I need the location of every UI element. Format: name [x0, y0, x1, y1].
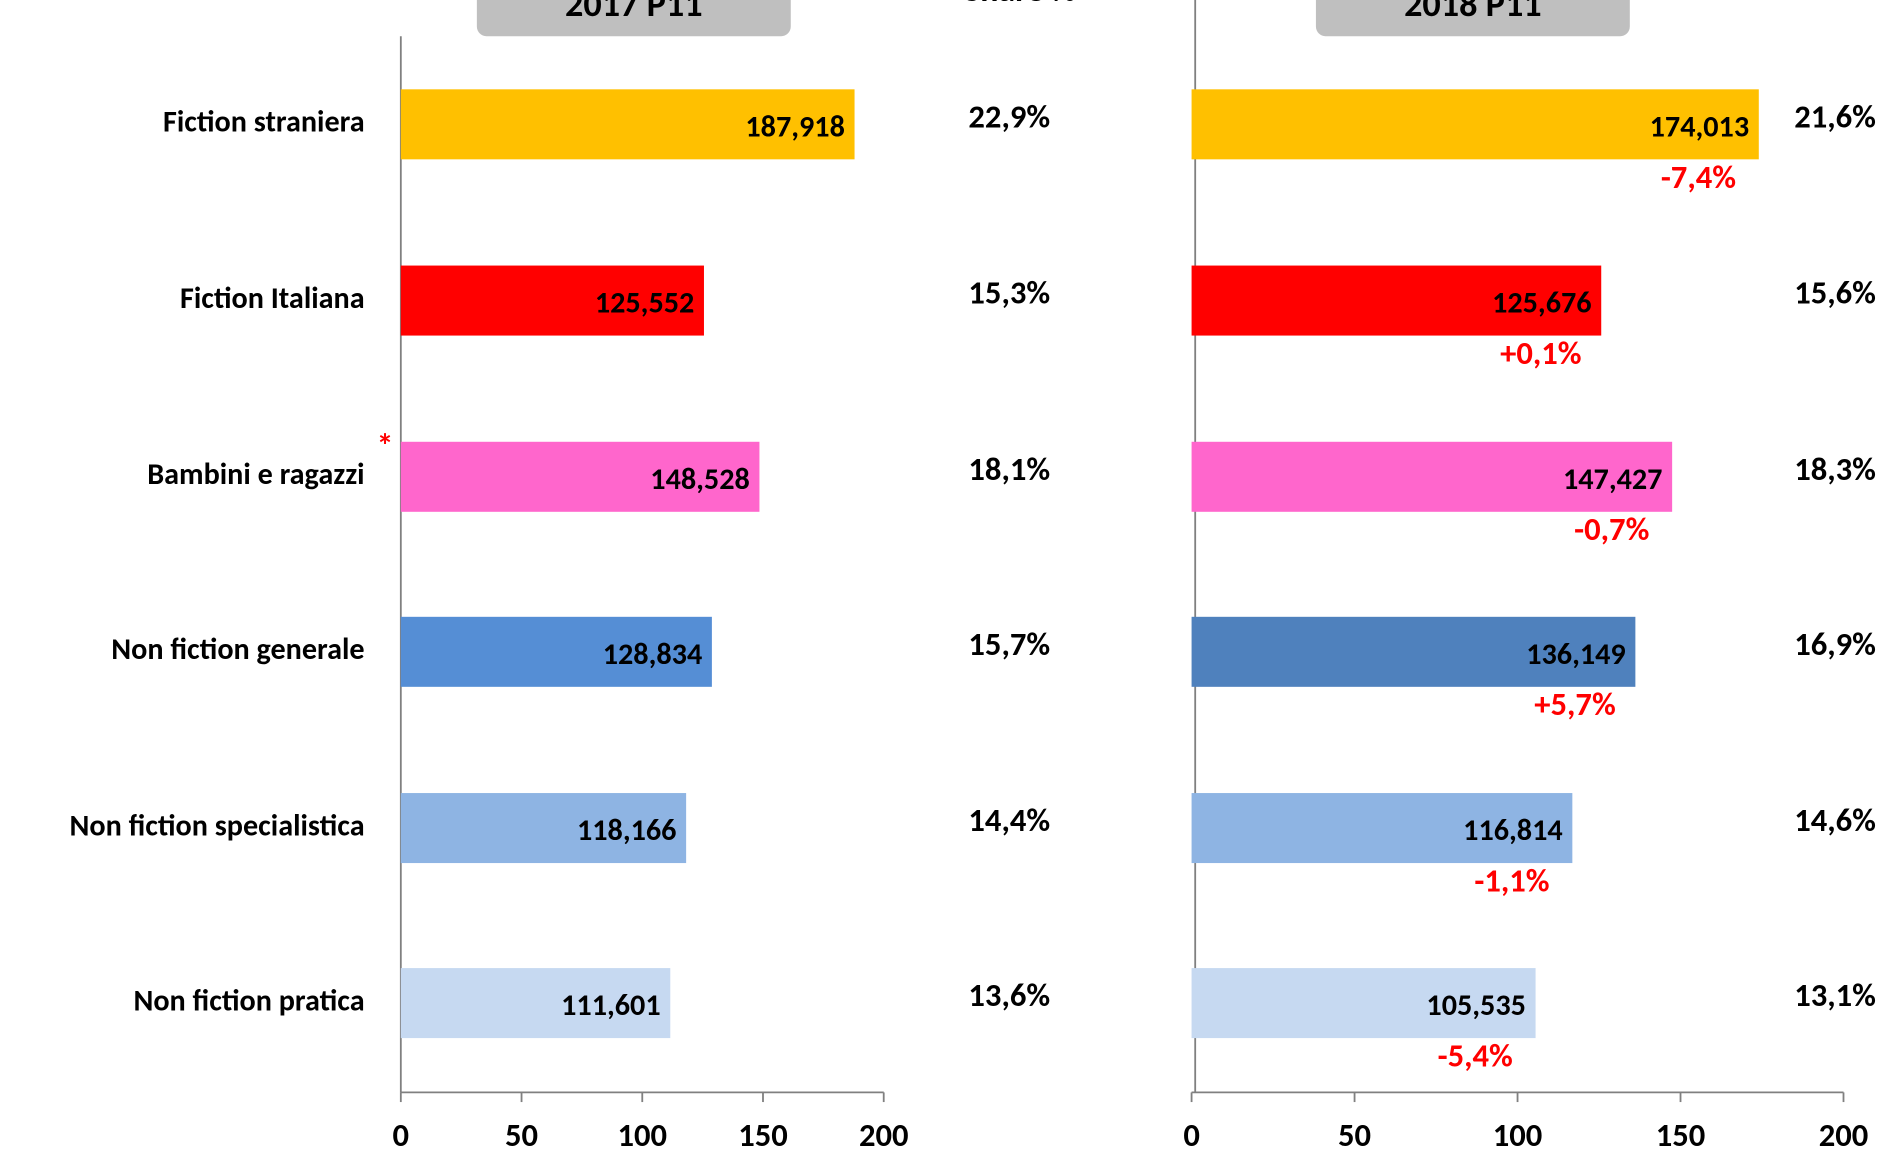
- change-label: -1,1%: [1474, 860, 1549, 900]
- category-label: Non fiction generale: [111, 631, 364, 668]
- x-tick-label: 0: [393, 1115, 410, 1155]
- share-label: 16,9%: [1794, 624, 1876, 664]
- x-tick-label: 200: [859, 1115, 909, 1155]
- bar: [1191, 793, 1573, 864]
- bar: [1191, 89, 1759, 160]
- category-label: Non fiction pratica: [133, 982, 364, 1019]
- change-label: +0,1%: [1500, 333, 1581, 373]
- share-header: Share %: [964, 0, 1076, 11]
- share-label: 13,1%: [1794, 975, 1876, 1015]
- share-label: 22,9%: [968, 96, 1050, 136]
- value-label: 116,814: [1463, 812, 1562, 849]
- header-box: [476, 0, 791, 37]
- x-tick-label: 0: [1183, 1115, 1200, 1155]
- annotation: *: [377, 426, 394, 467]
- share-label: 15,3%: [968, 273, 1050, 313]
- share-label: 15,7%: [968, 624, 1050, 664]
- x-tick-label: 200: [1819, 1115, 1869, 1155]
- share-label: 21,6%: [1794, 96, 1876, 136]
- bar: [1191, 441, 1673, 512]
- category-label: Fiction straniera: [163, 104, 365, 141]
- x-tick-label: 100: [1493, 1115, 1543, 1155]
- value-label: 125,676: [1492, 285, 1591, 322]
- bar: [400, 968, 671, 1039]
- bar: [400, 441, 760, 512]
- bar: [400, 265, 704, 336]
- category-label: Non fiction specialistica: [69, 807, 364, 844]
- category-label: Fiction Italiana: [180, 280, 365, 317]
- x-tick-label: 150: [738, 1115, 788, 1155]
- value-label: 187,918: [745, 108, 844, 145]
- x-tick-label: 50: [1338, 1115, 1371, 1155]
- share-label: 18,3%: [1794, 449, 1876, 489]
- share-label: 18,1%: [968, 449, 1050, 489]
- value-label: 118,166: [577, 812, 676, 849]
- category-label: Bambini e ragazzi: [147, 456, 364, 493]
- share-label: 14,4%: [968, 800, 1050, 840]
- value-label: 148,528: [650, 461, 749, 498]
- share-label: 13,6%: [968, 975, 1050, 1015]
- chart-title: 2018 P11: [1404, 0, 1542, 26]
- x-tick-label: 100: [617, 1115, 667, 1155]
- value-label: 174,013: [1650, 108, 1749, 145]
- bar: [400, 793, 687, 864]
- value-label: 128,834: [603, 636, 702, 673]
- share-label: 14,6%: [1794, 800, 1876, 840]
- bar: [400, 616, 712, 687]
- bar: [1191, 968, 1536, 1039]
- x-tick-label: 50: [505, 1115, 538, 1155]
- header-box: [1315, 0, 1630, 37]
- change-label: +5,7%: [1534, 684, 1615, 724]
- chart-title: 2017 P11: [565, 0, 703, 26]
- value-label: 125,552: [595, 285, 694, 322]
- bar: [1191, 265, 1602, 336]
- change-label: -7,4%: [1661, 157, 1736, 197]
- value-label: 136,149: [1526, 636, 1625, 673]
- change-label: -5,4%: [1438, 1036, 1513, 1076]
- change-label: -0,7%: [1574, 509, 1649, 549]
- x-tick-label: 150: [1656, 1115, 1706, 1155]
- bar: [400, 89, 855, 160]
- share-label: 15,6%: [1794, 273, 1876, 313]
- value-label: 111,601: [561, 987, 660, 1024]
- value-label: 147,427: [1563, 461, 1662, 498]
- value-label: 105,535: [1426, 987, 1525, 1024]
- bar: [1191, 616, 1636, 687]
